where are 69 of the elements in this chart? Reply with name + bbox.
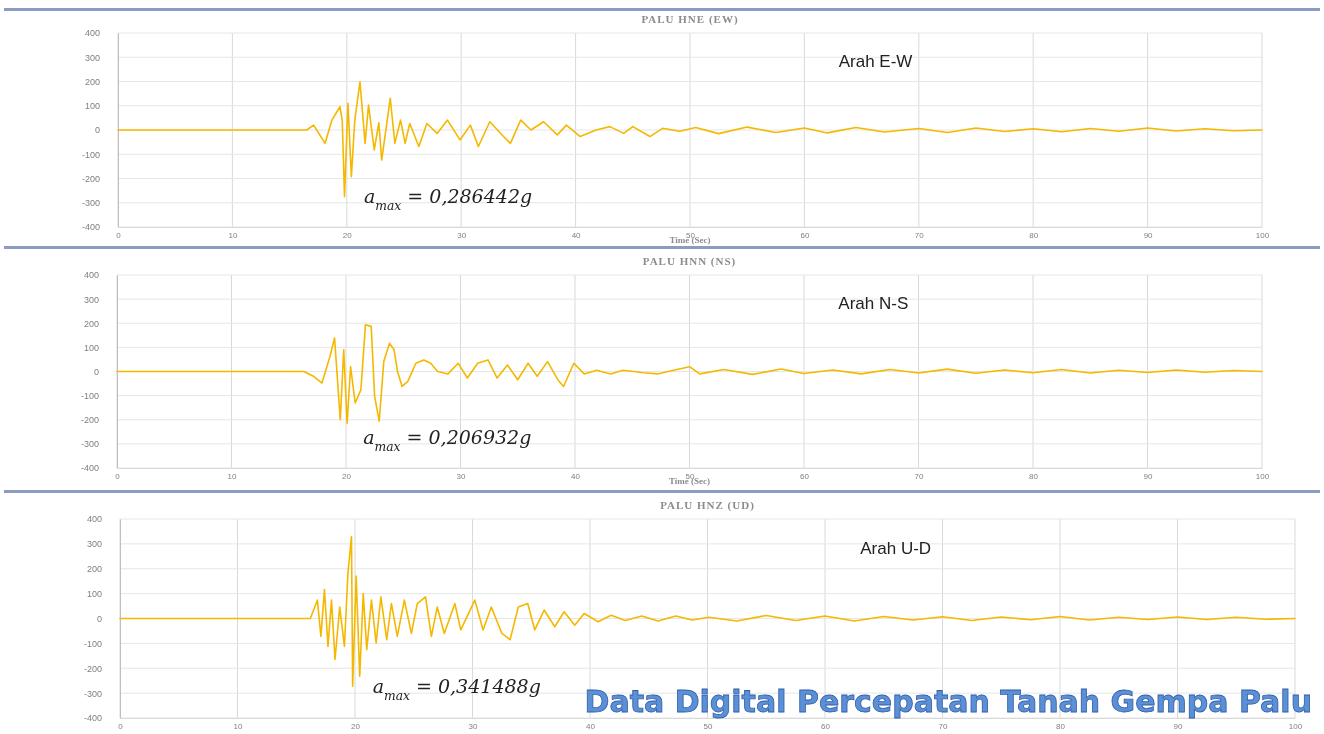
x-tick-label: 100 [1288, 721, 1303, 731]
y-tick-label: 200 [86, 564, 102, 575]
y-tick-label: 300 [84, 52, 100, 63]
chart-title: PALU HNN (NS) [642, 255, 737, 268]
annotation: a$_{max}$ = 0,206932g [363, 425, 532, 454]
x-tick-label: 60 [800, 471, 810, 481]
y-tick-label: 100 [83, 342, 99, 353]
annotation: Arah E-W [838, 51, 913, 71]
x-tick-label: 70 [938, 721, 948, 731]
annotation: a$_{max}$ = 0,286442g [363, 184, 533, 213]
y-tick-label: 300 [83, 294, 99, 305]
y-tick-label: -300 [83, 688, 102, 699]
chart-title: PALU HNZ (UD) [660, 499, 755, 512]
y-tick-label: 0 [93, 366, 99, 377]
y-tick-label: 100 [86, 589, 102, 600]
x-tick-label: 50 [703, 721, 713, 731]
x-tick-label: 30 [457, 230, 467, 240]
x-tick-label: 20 [351, 721, 361, 731]
x-tick-label: 90 [1143, 230, 1154, 240]
x-tick-label: 0 [116, 230, 122, 240]
x-tick-label: 0 [118, 721, 124, 731]
y-tick-label: 300 [86, 539, 102, 550]
annotation: a$_{max}$ = 0,341488g [372, 675, 541, 704]
chart-title: PALU HNE (EW) [641, 13, 739, 26]
y-tick-label: 200 [83, 318, 99, 329]
x-tick-label: 30 [468, 721, 478, 731]
x-tick-label: 30 [456, 471, 466, 481]
x-tick-label: 0 [115, 471, 121, 481]
annotation: Data Digital Percepatan Tanah Gempa Palu [584, 684, 1312, 719]
x-tick-label: 20 [342, 471, 352, 481]
y-tick-label: -100 [81, 149, 100, 160]
x-tick-label: 10 [227, 471, 237, 481]
x-tick-label: 40 [586, 721, 596, 731]
y-tick-label: 400 [86, 514, 102, 525]
x-tick-label: 70 [914, 471, 924, 481]
y-tick-label: -200 [80, 415, 99, 426]
y-tick-label: 100 [84, 101, 100, 112]
x-tick-label: 60 [821, 721, 831, 731]
annotation: Arah N-S [838, 293, 909, 313]
y-tick-label: 400 [83, 270, 99, 281]
x-tick-label: 10 [228, 230, 238, 240]
x-tick-label: 10 [233, 721, 243, 731]
x-tick-label: 40 [571, 230, 582, 240]
y-tick-label: -300 [81, 198, 100, 209]
y-tick-label: 0 [94, 125, 100, 136]
x-tick-label: 20 [342, 230, 353, 240]
y-tick-label: -100 [80, 391, 99, 402]
x-tick-label: 90 [1143, 471, 1153, 481]
line-series [116, 323, 1263, 424]
x-tick-label: 80 [1029, 471, 1039, 481]
x-tick-label: 80 [1056, 721, 1066, 731]
annotation: Arah U-D [860, 538, 932, 558]
y-tick-label: -400 [81, 222, 100, 233]
y-tick-label: 0 [96, 613, 102, 624]
y-tick-label: -400 [83, 713, 102, 724]
y-tick-label: -200 [81, 173, 100, 184]
y-tick-label: 400 [84, 28, 100, 39]
y-tick-label: 200 [84, 76, 100, 87]
x-tick-label: 100 [1255, 230, 1270, 240]
x-tick-label: 90 [1173, 721, 1183, 731]
x-tick-label: 80 [1029, 230, 1039, 240]
y-tick-label: -200 [83, 663, 102, 674]
x-tick-label: 60 [800, 230, 810, 240]
x-tick-label: 40 [571, 471, 581, 481]
y-tick-label: -100 [83, 638, 102, 649]
y-tick-label: -400 [80, 463, 99, 474]
y-tick-label: -300 [80, 439, 99, 450]
x-tick-label: 70 [914, 230, 925, 240]
x-tick-label: 100 [1255, 471, 1270, 481]
